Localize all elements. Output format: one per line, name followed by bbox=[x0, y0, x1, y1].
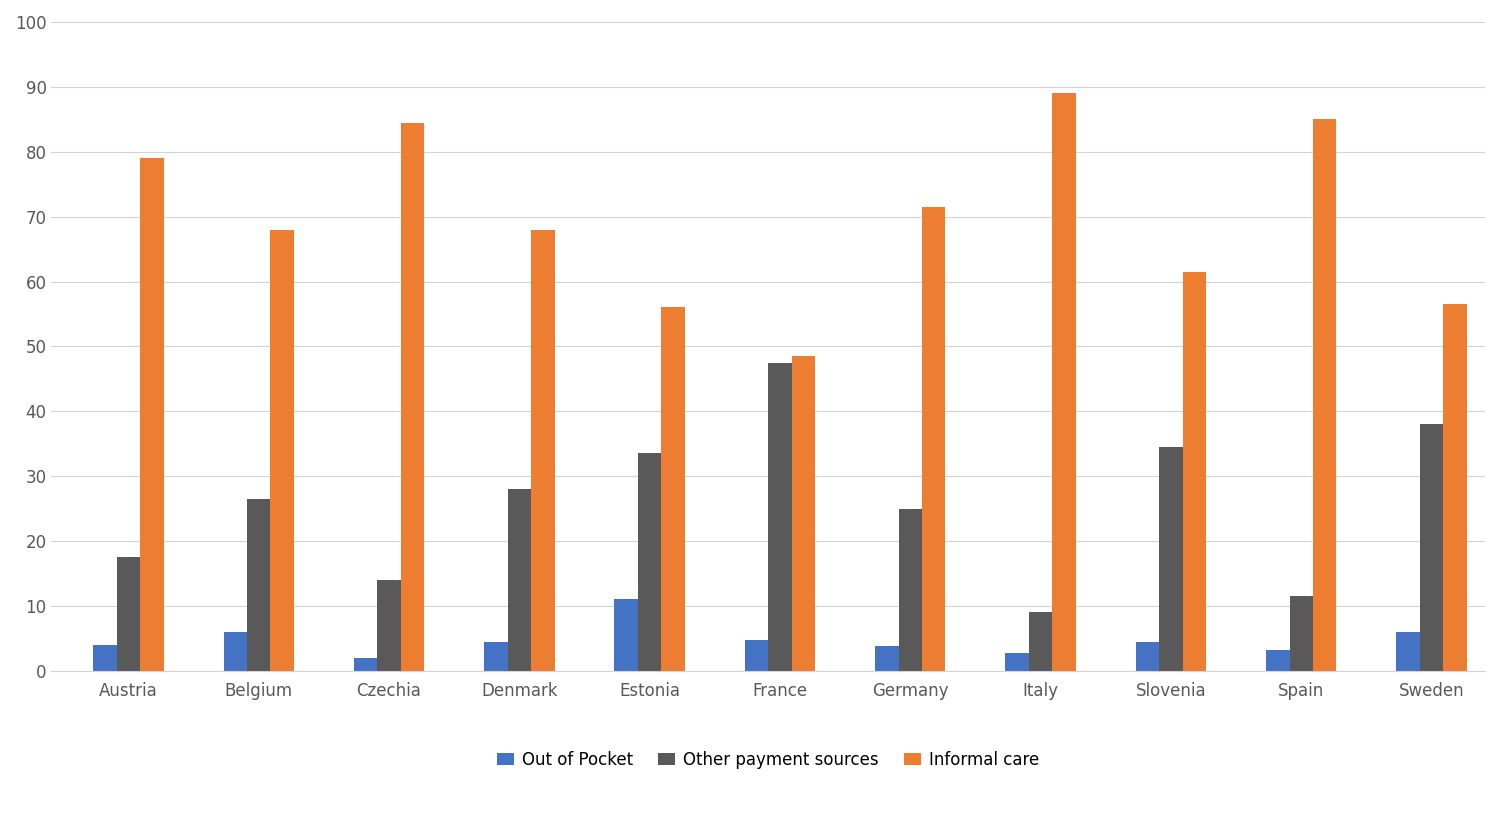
Bar bbox=[93, 645, 117, 671]
Bar bbox=[1136, 642, 1160, 671]
Bar bbox=[615, 599, 638, 671]
Bar bbox=[898, 509, 922, 671]
Bar bbox=[1053, 93, 1076, 671]
Bar bbox=[1005, 652, 1029, 671]
Bar bbox=[1029, 612, 1053, 671]
Bar bbox=[1160, 447, 1182, 671]
Bar bbox=[224, 632, 248, 671]
Bar bbox=[662, 307, 686, 671]
Bar bbox=[1266, 650, 1290, 671]
Bar bbox=[1182, 272, 1206, 671]
Bar bbox=[1396, 632, 1420, 671]
Bar bbox=[140, 158, 164, 671]
Bar bbox=[922, 207, 945, 671]
Bar bbox=[1312, 120, 1336, 671]
Bar bbox=[746, 640, 768, 671]
Bar bbox=[768, 362, 792, 671]
Bar bbox=[117, 558, 140, 671]
Bar bbox=[270, 229, 294, 671]
Bar bbox=[248, 499, 270, 671]
Bar bbox=[354, 658, 378, 671]
Bar bbox=[400, 122, 424, 671]
Bar bbox=[378, 580, 400, 671]
Bar bbox=[484, 642, 507, 671]
Bar bbox=[874, 647, 898, 671]
Bar bbox=[1443, 304, 1467, 671]
Bar bbox=[638, 454, 662, 671]
Bar bbox=[531, 229, 555, 671]
Bar bbox=[792, 356, 814, 671]
Legend: Out of Pocket, Other payment sources, Informal care: Out of Pocket, Other payment sources, In… bbox=[490, 744, 1046, 775]
Bar bbox=[1290, 596, 1312, 671]
Bar bbox=[507, 489, 531, 671]
Bar bbox=[1420, 425, 1443, 671]
